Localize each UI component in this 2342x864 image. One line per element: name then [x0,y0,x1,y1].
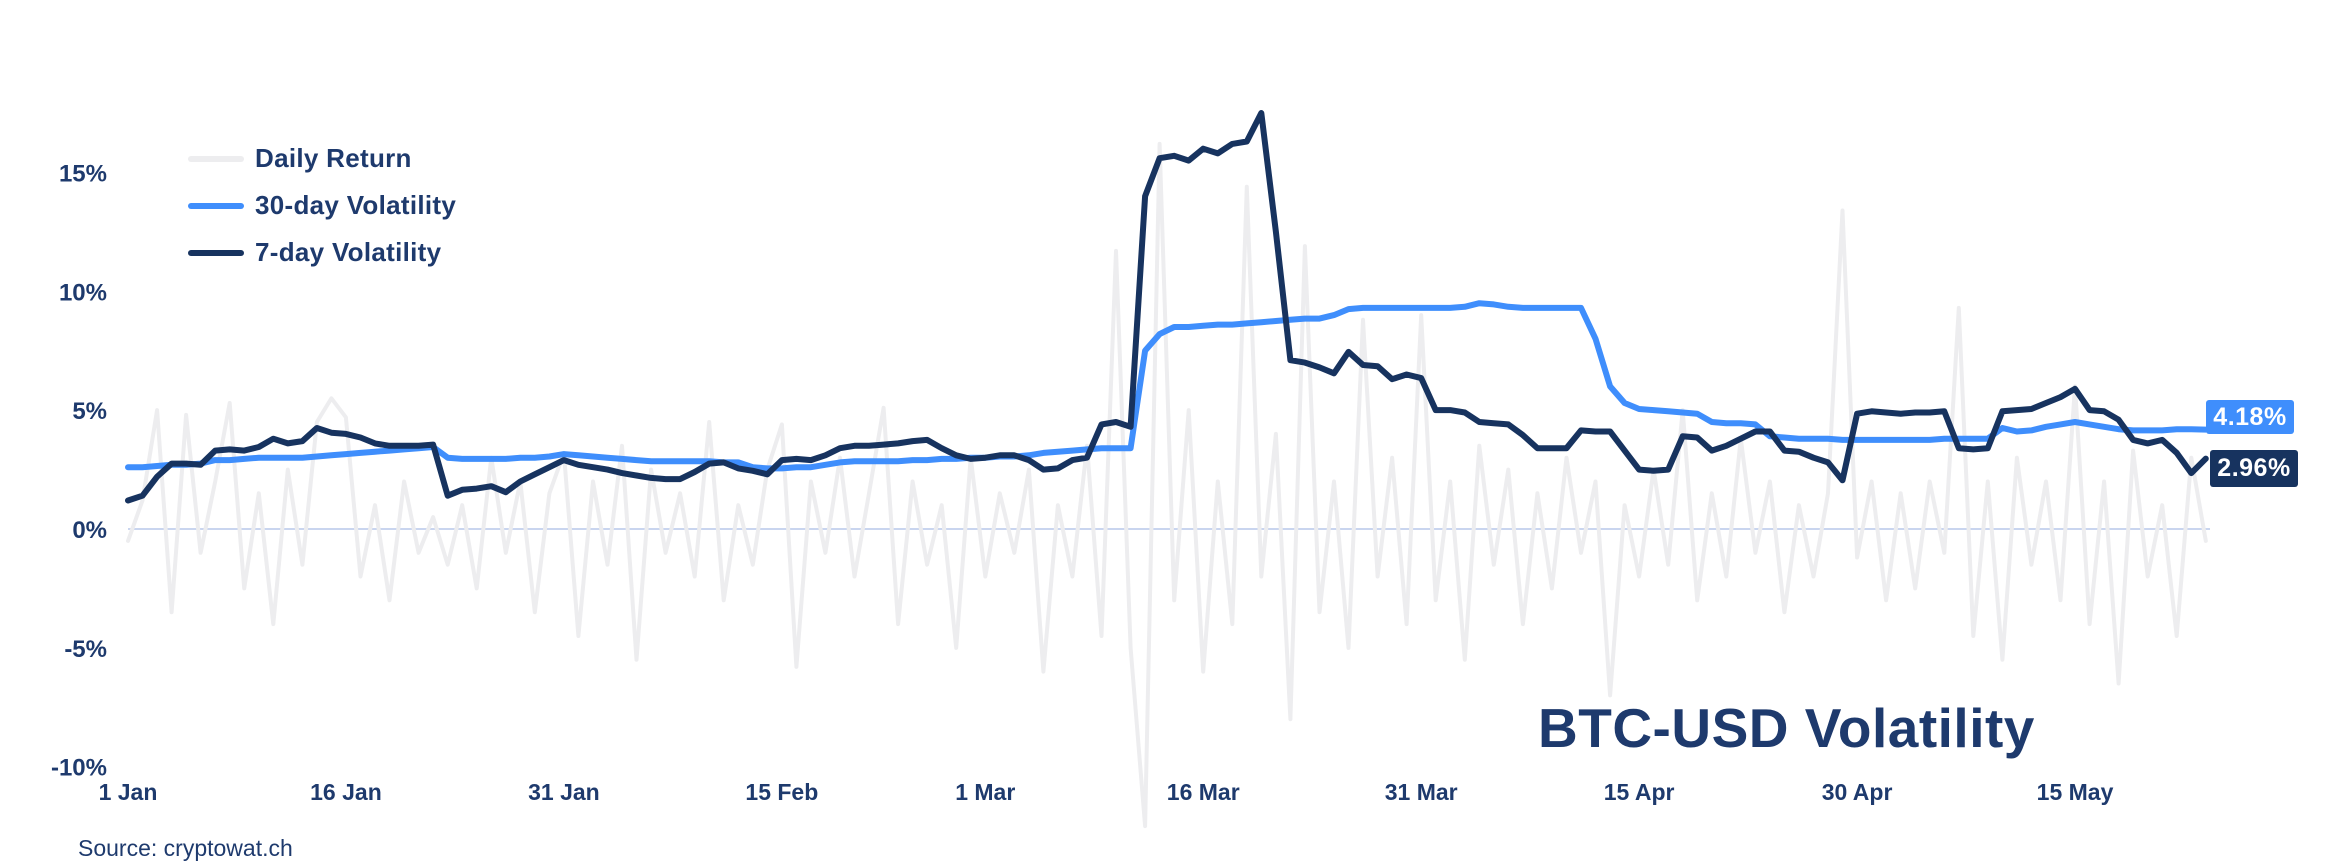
x-axis-tick-label: 1 Jan [99,779,158,805]
daily-return-line [126,141,2208,829]
30-day-volatility-line [125,300,2209,472]
x-axis-tick-label: 31 Mar [1385,779,1458,805]
daily-return-line-swatch [188,155,244,162]
y-axis-tick-label: -5% [64,636,107,663]
legend-item-daily-return: Daily Return [188,142,456,175]
legend: Daily Return 30-day Volatility 7-day Vol… [188,142,456,269]
legend-item-30day-volatility: 30-day Volatility [188,189,456,222]
30day-volatility-line-swatch [188,202,244,209]
legend-label-30day-volatility: 30-day Volatility [255,190,457,220]
y-axis-tick-label: 10% [59,279,107,306]
y-axis-tick-label: -10% [51,755,107,782]
7day-volatility-end-value-badge: 2.96% [2210,450,2298,487]
30day-volatility-end-value-badge: 4.18% [2206,400,2294,434]
x-axis-tick-label: 16 Jan [310,779,382,805]
legend-item-7day-volatility: 7-day Volatility [188,236,456,269]
chart-title: BTC-USD Volatility [1538,697,2035,759]
y-axis-tick-label: 5% [72,398,107,425]
7-day-volatility-line [125,110,2209,504]
y-axis-tick-label: 0% [72,517,107,544]
legend-label-daily-return: Daily Return [255,143,412,173]
x-axis-tick-label: 15 May [2037,779,2114,805]
legend-label-7day-volatility: 7-day Volatility [255,237,442,267]
y-axis-tick-label: 15% [59,160,107,187]
7day-volatility-line-swatch [188,249,244,256]
x-axis-tick-label: 30 Apr [1822,779,1893,805]
x-axis-tick-label: 16 Mar [1167,779,1240,805]
source-attribution: Source: cryptowat.ch [78,835,293,861]
x-axis-tick-label: 31 Jan [528,779,600,805]
x-axis-tick-label: 15 Feb [745,779,818,805]
x-axis-tick-label: 15 Apr [1604,779,1675,805]
x-axis-tick-label: 1 Mar [955,779,1015,805]
